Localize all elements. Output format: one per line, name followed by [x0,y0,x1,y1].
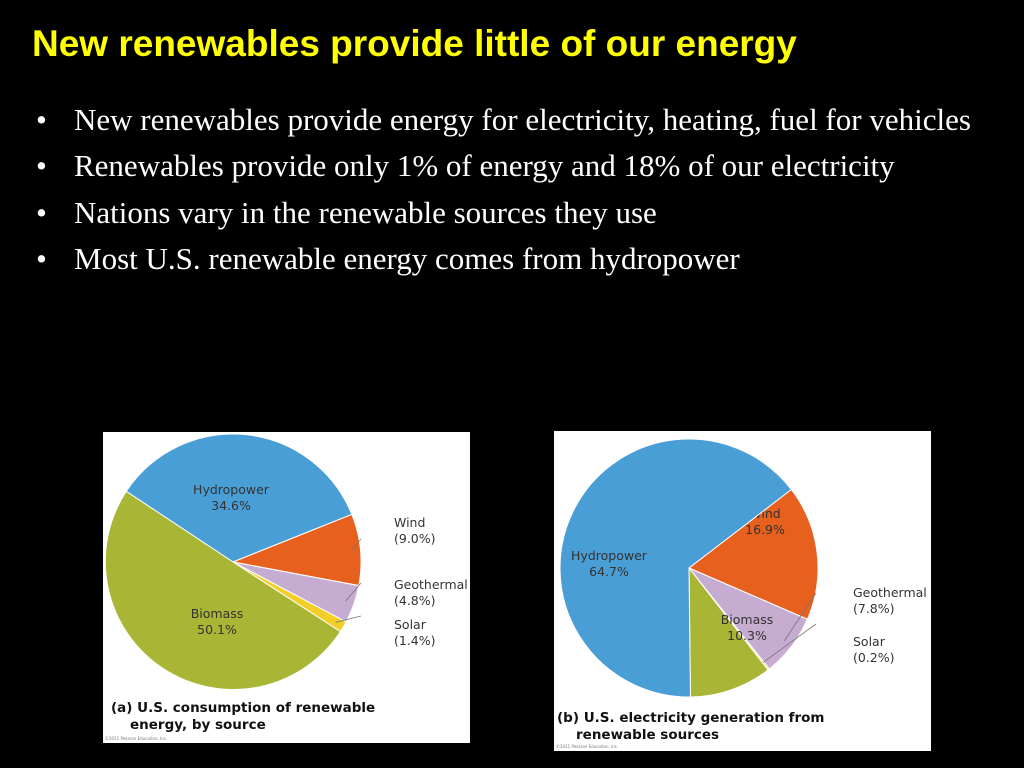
bullet-item: Most U.S. renewable energy comes from hy… [30,241,980,278]
caption-line-1: (b) U.S. electricity generation from [557,710,825,726]
bullet-item: New renewables provide energy for electr… [30,102,980,139]
slice-value-hydropower: 34.6% [211,498,251,513]
leader-line-wind [351,538,362,551]
bullet-item: Nations vary in the renewable sources th… [30,195,980,232]
slice-value-geothermal: (7.8%) [853,601,895,616]
slice-value-wind: 16.9% [745,522,785,537]
slice-value-biomass: 10.3% [727,628,767,643]
slice-value-hydropower: 64.7% [589,564,629,579]
bullet-item: Renewables provide only 1% of energy and… [30,148,980,185]
chart-panel-consumption: Hydropower 34.6% Wind (9.0%) Geothermal (4.8%… [103,432,470,743]
slice-name-hydropower: Hydropower [571,548,648,563]
slice-name-biomass: Biomass [721,612,774,627]
slice-value-geothermal: (4.8%) [394,593,436,608]
pie-slice-wind [688,488,819,620]
pie-chart-electricity: Wind16.9%Geothermal(7.8%)Solar(0.2%)Biom… [559,438,927,698]
pie-slice-hydropower [559,438,793,698]
chart-caption: (b) U.S. electricity generation from ren… [557,710,825,744]
bullet-list: New renewables provide energy for electr… [30,102,980,287]
caption-line-2: energy, by source [130,717,266,733]
slice-name-geothermal: Geothermal [394,577,468,592]
slice-name-solar: Solar [394,617,427,632]
leader-line-geothermal [345,582,362,602]
leader-line-solar [335,615,362,623]
leader-line-geothermal [783,592,817,642]
copyright-note: ©2011 Pearson Education, Inc. [556,744,619,749]
slice-name-geothermal: Geothermal [853,585,927,600]
slice-value-biomass: 50.1% [197,622,237,637]
slide-title: New renewables provide little of our ene… [32,23,797,64]
slice-name-wind: Wind [394,515,425,530]
copyright-note: ©2011 Pearson Education, Inc. [105,736,168,741]
chart-caption: (a) U.S. consumption of renewable energy… [111,700,375,734]
pie-slice-biomass [104,490,342,690]
slice-value-solar: (1.4%) [394,633,436,648]
slice-name-hydropower: Hydropower [193,482,270,497]
slice-name-solar: Solar [853,634,886,649]
leader-line-solar [762,623,817,663]
chart-panel-electricity: Wind 16.9% Geothermal (7.8%) Solar (0.2%) Biom… [554,431,931,751]
pie-slice-hydropower [125,433,353,563]
slice-value-wind: (9.0%) [394,531,436,546]
caption-line-1: (a) U.S. consumption of renewable [111,700,376,716]
pie-slice-biomass [688,566,769,698]
slice-name-biomass: Biomass [191,606,244,621]
caption-line-2: renewable sources [576,727,720,743]
slice-value-solar: (0.2%) [853,650,895,665]
